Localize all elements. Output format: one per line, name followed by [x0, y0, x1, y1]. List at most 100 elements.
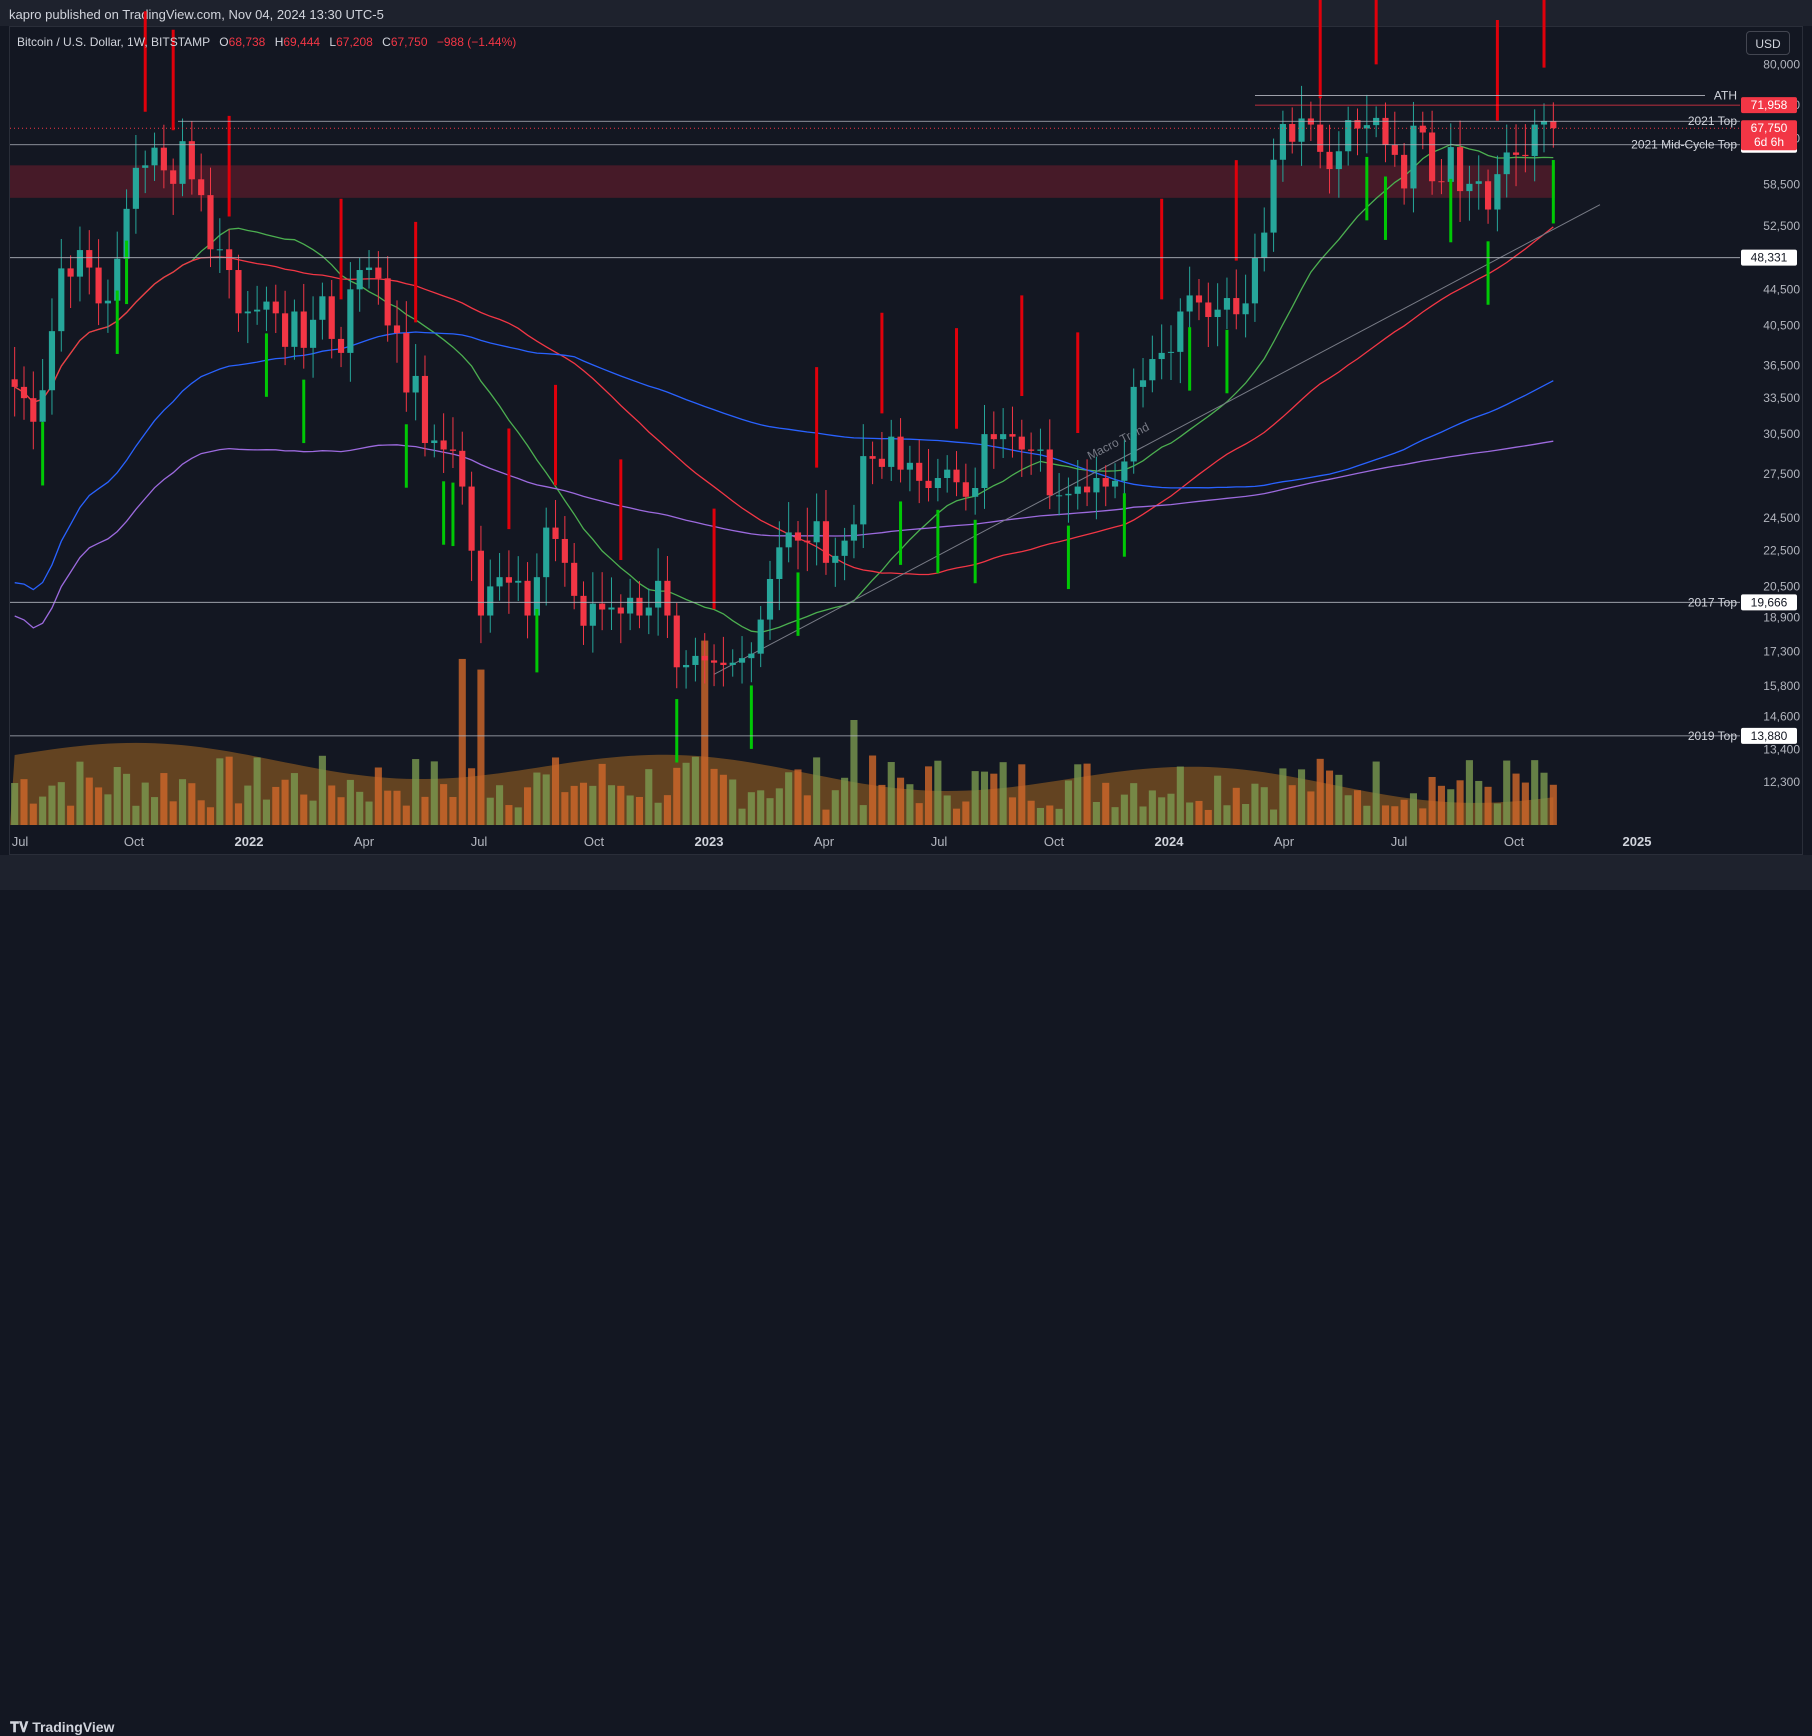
volume-bar [449, 797, 457, 825]
volume-bar [1186, 802, 1194, 825]
volume-bar [216, 758, 224, 825]
candle-body [655, 580, 662, 608]
candle-body [645, 607, 652, 616]
volume-bar [95, 787, 103, 825]
countdown-label: 6d 6h [1754, 135, 1784, 149]
volume-bar [29, 803, 37, 825]
x-tick-label: Apr [1274, 834, 1295, 849]
volume-bar [477, 669, 485, 825]
symbol-title[interactable]: Bitcoin / U.S. Dollar, 1W, BITSTAMP [17, 35, 210, 49]
volume-bar [1055, 808, 1063, 825]
candle-body [1457, 147, 1464, 192]
volume-bar [1437, 785, 1445, 825]
volume-bar [393, 790, 401, 825]
candle-body [673, 615, 680, 668]
price-badge-label: 48,331 [1751, 251, 1788, 265]
volume-bar [290, 773, 298, 825]
x-tick-label: Apr [814, 834, 835, 849]
x-tick-label: 2025 [1623, 834, 1652, 849]
candle-body [1130, 386, 1137, 462]
candle-body [1065, 493, 1072, 496]
volume-bar [794, 769, 802, 825]
volume-bar [589, 785, 597, 825]
y-tick-label: 52,500 [1763, 219, 1800, 233]
candle-body [300, 311, 307, 348]
volume-bar [775, 788, 783, 825]
candle-body [888, 436, 895, 467]
volume-bar [850, 720, 858, 825]
candle-body [524, 580, 531, 616]
top-bar: kapro published on TradingView.com, Nov … [0, 0, 1812, 26]
candle-body [841, 540, 848, 556]
volume-bar [1316, 758, 1324, 825]
volume-bar [253, 757, 261, 825]
volume-bar [1064, 780, 1072, 825]
high-value: 69,444 [283, 35, 321, 49]
volume-bar [1540, 772, 1548, 825]
volume-bar [421, 796, 429, 825]
price-badge-label: 13,880 [1751, 729, 1788, 743]
volume-bar [458, 658, 466, 825]
candle-body [869, 456, 876, 459]
candle-body [1522, 154, 1529, 157]
tradingview-logo[interactable]: 𝐓𝐕 TradingView [10, 1719, 114, 1736]
volume-bar [67, 805, 75, 825]
y-tick-label: 20,500 [1763, 579, 1800, 593]
y-tick-label: 22,500 [1763, 544, 1800, 558]
volume-bar [272, 786, 280, 825]
open-value: 68,738 [228, 35, 266, 49]
candle-body [1167, 351, 1175, 353]
volume-bar [1344, 795, 1352, 825]
volume-bar [1400, 799, 1408, 825]
volume-bar [673, 767, 681, 825]
candle-body [552, 527, 559, 539]
x-tick-label: Oct [1044, 834, 1065, 849]
candle-body [599, 603, 606, 610]
level-label: 2017 Top [1688, 595, 1737, 609]
currency-button[interactable]: USD [1746, 31, 1790, 55]
candle-body [1429, 132, 1436, 182]
volume-bar [1372, 761, 1380, 825]
volume-bar [85, 777, 93, 825]
candle-body [226, 249, 233, 271]
volume-bar [141, 782, 149, 825]
candle-body [757, 619, 764, 654]
volume-bar [1475, 780, 1483, 825]
candle-body [319, 296, 326, 320]
close-value: 67,750 [390, 35, 428, 49]
candle-body [142, 165, 149, 168]
candle-body [1382, 117, 1389, 145]
volume-bar [337, 797, 345, 825]
candle-body [272, 301, 279, 314]
candle-body [832, 555, 839, 563]
candle-body [850, 524, 858, 541]
candle-body [664, 580, 671, 616]
candle-body [1391, 144, 1398, 155]
low-label: L [329, 35, 337, 49]
level-label: 2021 Mid-Cycle Top [1631, 138, 1737, 152]
candle-body [11, 379, 18, 387]
volume-bar [20, 779, 28, 825]
candle-body [608, 607, 615, 610]
candle-body [1540, 121, 1548, 125]
volume-bar [1307, 791, 1315, 825]
volume-bar [1493, 803, 1501, 825]
candle-body [207, 195, 214, 250]
volume-bar [1325, 770, 1334, 825]
level-label: 2019 Top [1688, 729, 1737, 743]
candle-body [878, 458, 885, 467]
candle-body [1111, 480, 1119, 487]
volume-bar [1027, 800, 1035, 825]
candle-body [449, 449, 457, 451]
volume-bar [402, 805, 410, 825]
candle-body [365, 267, 373, 271]
candle-body [1121, 461, 1128, 481]
y-tick-label: 14,600 [1763, 709, 1800, 723]
price-chart[interactable]: 80,00072,00066,00058,50052,50044,50040,5… [0, 0, 1812, 890]
level-label: 2021 Top [1688, 114, 1737, 128]
candle-body [412, 375, 419, 393]
candle-body [496, 577, 503, 587]
candle-body [1410, 125, 1417, 189]
candle-body [375, 267, 382, 279]
bottom-bar: 𝐓𝐕 TradingView [0, 855, 1812, 1735]
